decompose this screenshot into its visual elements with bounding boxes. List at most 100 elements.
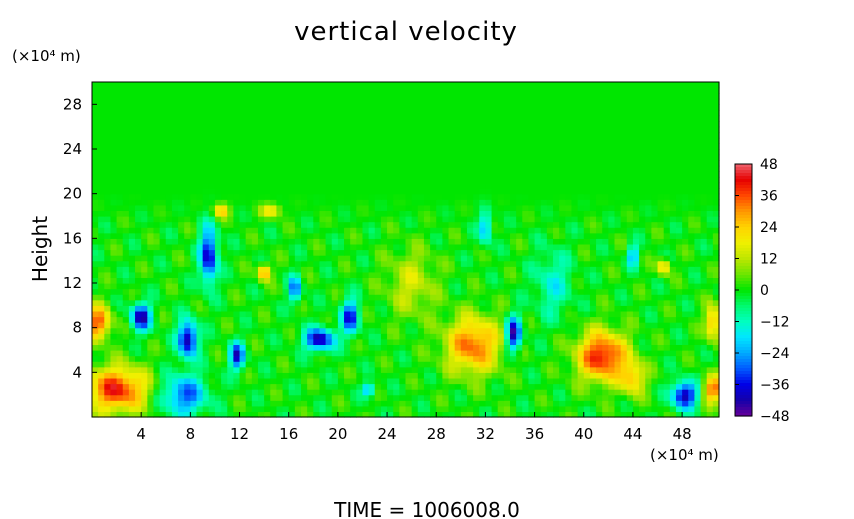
heatmap-cell bbox=[589, 310, 597, 318]
heatmap-cell bbox=[257, 344, 265, 351]
heatmap-cell bbox=[214, 344, 222, 351]
heatmap-cell bbox=[423, 355, 431, 362]
heatmap-cell bbox=[159, 377, 167, 385]
heatmap-cell bbox=[491, 333, 499, 340]
heatmap-cell bbox=[190, 243, 198, 251]
heatmap-cell bbox=[503, 188, 511, 195]
heatmap-cell bbox=[405, 411, 413, 418]
heatmap-cell bbox=[344, 294, 351, 301]
heatmap-cell bbox=[122, 288, 130, 295]
heatmap-cell bbox=[497, 277, 505, 284]
heatmap-cell bbox=[596, 249, 603, 256]
heatmap-cell bbox=[473, 227, 480, 234]
heatmap-cell bbox=[596, 366, 603, 373]
heatmap-cell bbox=[712, 160, 720, 167]
heatmap-cell bbox=[92, 400, 99, 407]
heatmap-cell bbox=[546, 283, 554, 290]
heatmap-cell bbox=[417, 277, 425, 284]
heatmap-cell bbox=[688, 394, 696, 401]
heatmap-cell bbox=[331, 221, 339, 228]
heatmap-cell bbox=[128, 188, 136, 195]
heatmap-cell bbox=[657, 338, 665, 346]
heatmap-cell bbox=[196, 199, 204, 206]
heatmap-cell bbox=[337, 216, 345, 223]
heatmap-cell bbox=[405, 182, 413, 189]
heatmap-cell bbox=[546, 333, 554, 340]
heatmap-cell bbox=[583, 182, 591, 189]
heatmap-cell bbox=[417, 361, 425, 368]
heatmap-cell bbox=[128, 171, 136, 178]
heatmap-cell bbox=[374, 199, 382, 206]
heatmap-cell bbox=[503, 316, 511, 323]
heatmap-cell bbox=[288, 210, 296, 217]
heatmap-cell bbox=[620, 188, 628, 195]
heatmap-cell bbox=[466, 277, 474, 284]
heatmap-cell bbox=[92, 210, 99, 217]
heatmap-cell bbox=[301, 176, 308, 184]
heatmap-cell bbox=[460, 283, 468, 290]
heatmap-cell bbox=[214, 338, 222, 346]
heatmap-cell bbox=[540, 149, 548, 156]
heatmap-cell bbox=[178, 266, 185, 273]
heatmap-cell bbox=[208, 204, 216, 212]
heatmap-cell bbox=[479, 283, 487, 290]
heatmap-cell bbox=[614, 305, 622, 312]
heatmap-cell bbox=[270, 199, 278, 206]
heatmap-cell bbox=[141, 377, 148, 385]
heatmap-cell bbox=[491, 232, 499, 239]
heatmap-cell bbox=[264, 316, 271, 323]
heatmap-cell bbox=[430, 165, 437, 172]
heatmap-cell bbox=[288, 310, 296, 318]
heatmap-cell bbox=[528, 366, 536, 373]
heatmap-cell bbox=[466, 389, 474, 396]
heatmap-cell bbox=[583, 394, 591, 401]
heatmap-cell bbox=[405, 361, 413, 368]
heatmap-cell bbox=[675, 271, 683, 279]
heatmap-cell bbox=[122, 344, 130, 351]
heatmap-cell bbox=[688, 255, 696, 262]
heatmap-cell bbox=[596, 171, 603, 178]
heatmap-cell bbox=[436, 411, 443, 418]
heatmap-cell bbox=[233, 305, 241, 312]
heatmap-cell bbox=[675, 238, 683, 245]
heatmap-cell bbox=[313, 333, 321, 340]
heatmap-cell bbox=[479, 400, 487, 407]
heatmap-cell bbox=[510, 238, 517, 245]
heatmap-cell bbox=[651, 266, 659, 273]
heatmap-cell bbox=[516, 266, 523, 273]
heatmap-cell bbox=[583, 333, 591, 340]
heatmap-cell bbox=[639, 199, 646, 206]
heatmap-cell bbox=[337, 333, 345, 340]
heatmap-cell bbox=[362, 283, 370, 290]
heatmap-cell bbox=[626, 255, 634, 262]
heatmap-cell bbox=[387, 182, 394, 189]
heatmap-cell bbox=[110, 372, 118, 379]
heatmap-cell bbox=[159, 143, 167, 150]
heatmap-cell bbox=[423, 333, 431, 340]
heatmap-cell bbox=[651, 299, 659, 306]
heatmap-cell bbox=[491, 165, 499, 172]
heatmap-cell bbox=[657, 372, 665, 379]
heatmap-cell bbox=[202, 193, 210, 200]
heatmap-cell bbox=[534, 199, 542, 206]
heatmap-cell bbox=[516, 294, 523, 301]
heatmap-cell bbox=[602, 338, 609, 346]
heatmap-cell bbox=[466, 366, 474, 373]
heatmap-cell bbox=[473, 188, 480, 195]
heatmap-cell bbox=[221, 400, 228, 407]
heatmap-cell bbox=[356, 221, 364, 228]
heatmap-cell bbox=[251, 193, 259, 200]
heatmap-cell bbox=[171, 338, 179, 346]
heatmap-cell bbox=[546, 188, 554, 195]
heatmap-cell bbox=[682, 316, 689, 323]
heatmap-cell bbox=[165, 389, 173, 396]
heatmap-cell bbox=[466, 383, 474, 390]
heatmap-cell bbox=[362, 411, 370, 418]
heatmap-cell bbox=[497, 355, 505, 362]
heatmap-cell bbox=[110, 394, 118, 401]
heatmap-cell bbox=[171, 389, 179, 396]
heatmap-cell bbox=[491, 316, 499, 323]
heatmap-cell bbox=[700, 149, 708, 156]
heatmap-cell bbox=[147, 182, 155, 189]
heatmap-cell bbox=[632, 316, 640, 323]
